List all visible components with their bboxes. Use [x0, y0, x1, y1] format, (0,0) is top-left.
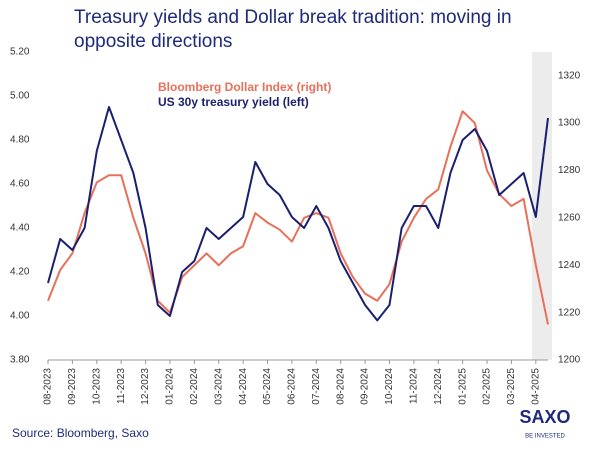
- x-tick-label: 01-2025: [457, 368, 468, 405]
- line-series: [47, 106, 549, 322]
- y2-tick-label: 1220: [558, 307, 581, 318]
- y-tick-label: 4.40: [10, 223, 30, 234]
- y-tick-label: 4.80: [10, 135, 30, 146]
- x-tick-label: 10-2024: [384, 368, 395, 405]
- x-tick-label: 04-2024: [238, 368, 249, 405]
- x-tick-label: 11-2023: [116, 368, 127, 404]
- x-tick-label: 10-2023: [91, 368, 102, 405]
- y-tick-label: 4.60: [10, 179, 30, 190]
- highlight-region: [531, 52, 552, 360]
- legend-entry: Bloomberg Dollar Index (right): [158, 80, 331, 94]
- legend-entry: US 30y treasury yield (left): [158, 95, 309, 109]
- x-tick-label: 08-2023: [43, 368, 54, 405]
- y-tick-label: 5.00: [10, 91, 30, 102]
- y-tick-label: 3.80: [10, 355, 30, 366]
- x-tick-label: 08-2024: [335, 368, 346, 405]
- y2-tick-label: 1260: [558, 212, 581, 223]
- x-tick-label: 03-2024: [213, 368, 224, 405]
- x-tick-label: 12-2024: [433, 368, 444, 405]
- logo: SAXO: [519, 407, 570, 427]
- y2-tick-label: 1200: [558, 355, 581, 366]
- x-tick-label: 05-2024: [262, 368, 273, 405]
- y-tick-label: 4.20: [10, 267, 30, 278]
- y2-tick-label: 1240: [558, 260, 581, 271]
- x-tick-label: 12-2023: [140, 368, 151, 405]
- tagline: BE INVESTED: [525, 434, 565, 440]
- y2-tick-label: 1280: [558, 165, 581, 176]
- y-tick-label: 4.00: [10, 311, 30, 322]
- x-tick-label: 11-2024: [408, 368, 419, 404]
- y2-tick-label: 1300: [558, 118, 581, 129]
- x-tick-label: 09-2023: [67, 368, 78, 405]
- x-tick-label: 07-2024: [311, 368, 322, 405]
- line-series: [47, 110, 549, 325]
- source: Source: Bloomberg, Saxo: [12, 426, 149, 440]
- chart-title: Treasury yields and Dollar break traditi…: [74, 7, 512, 52]
- y-tick-label: 5.20: [10, 47, 30, 58]
- y2-tick-label: 1320: [558, 70, 581, 81]
- x-tick-label: 02-2024: [189, 368, 200, 405]
- x-tick-label: 04-2025: [530, 368, 541, 405]
- x-tick-label: 01-2024: [165, 368, 176, 405]
- x-tick-label: 06-2024: [287, 368, 298, 405]
- x-tick-label: 02-2025: [482, 368, 493, 405]
- x-tick-label: 03-2025: [506, 368, 517, 405]
- x-tick-label: 09-2024: [360, 368, 371, 405]
